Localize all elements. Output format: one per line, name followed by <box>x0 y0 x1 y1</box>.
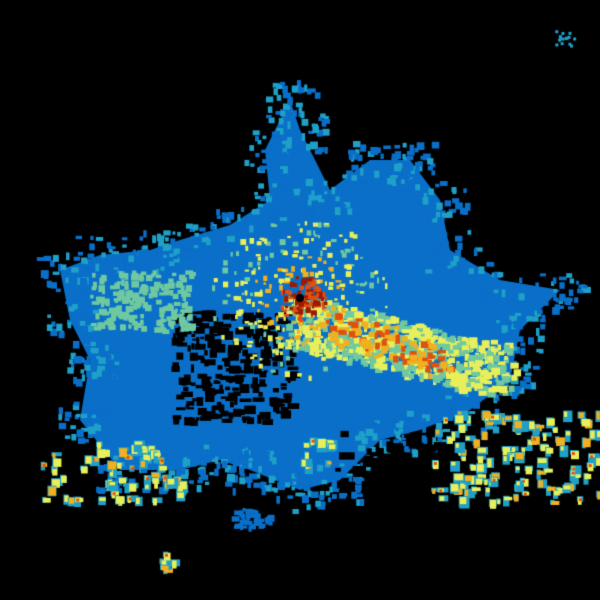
radar-image <box>0 0 600 600</box>
radar-reflectivity-canvas <box>0 0 600 600</box>
